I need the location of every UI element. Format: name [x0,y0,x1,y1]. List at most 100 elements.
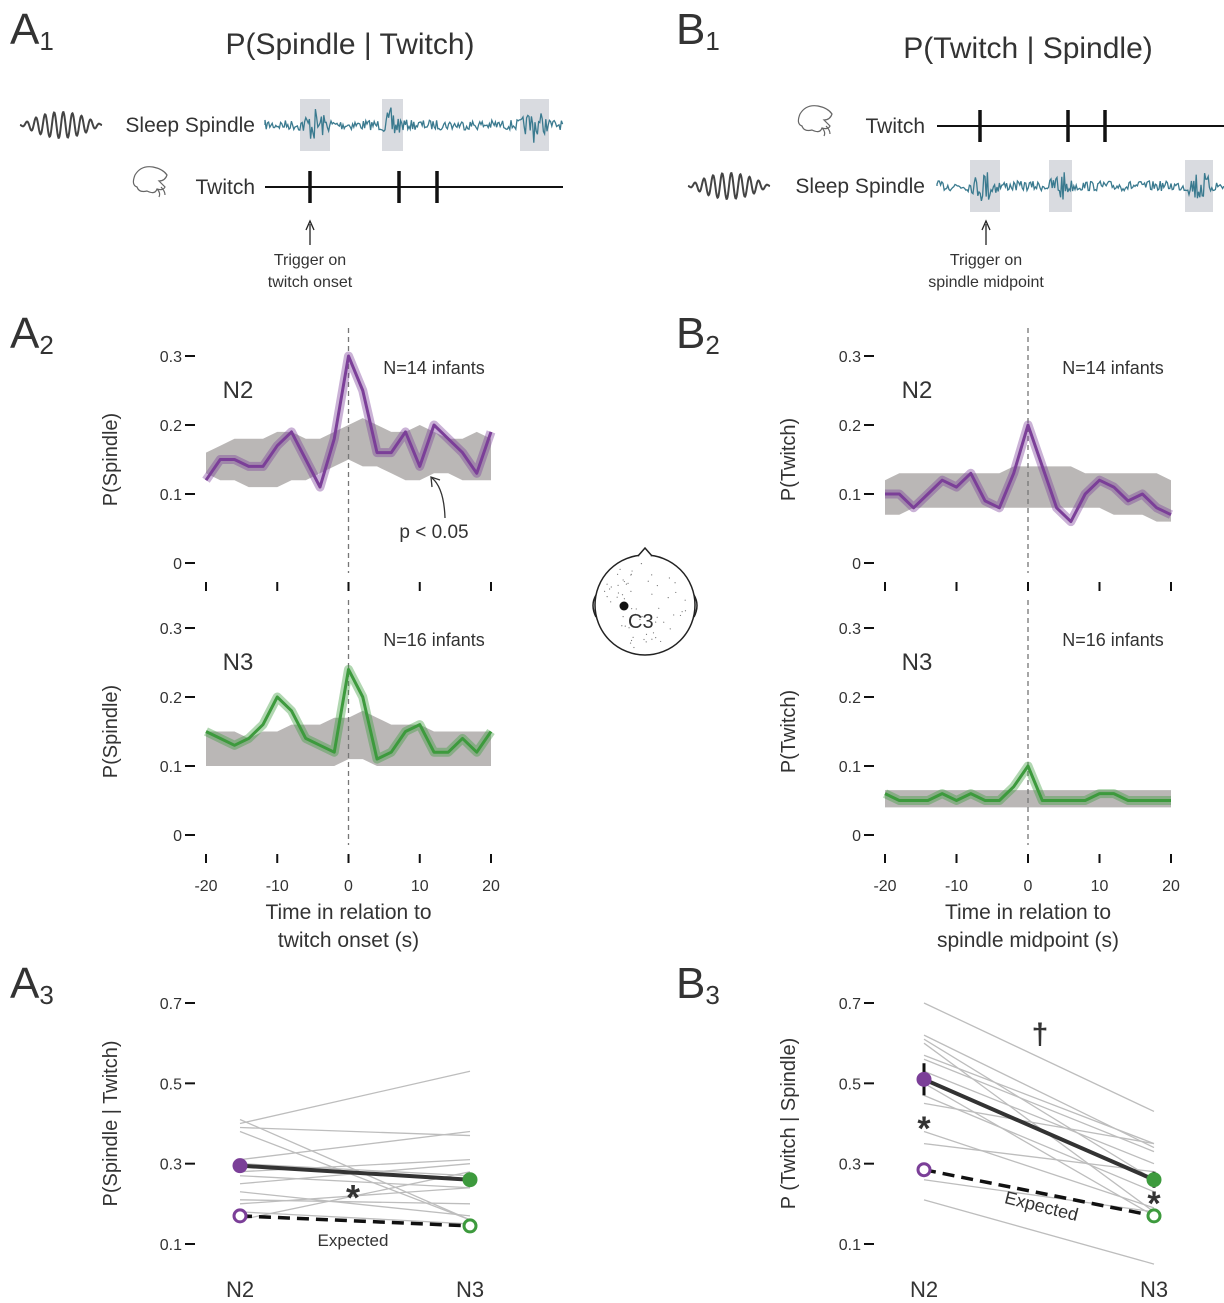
panel-index: 1 [705,26,719,56]
paw-icon [132,166,168,198]
y-axis-label: P(Spindle) [100,413,122,506]
series-line [204,354,493,489]
electrode-site [684,599,686,601]
individual-line [923,1082,1155,1217]
individual-line [923,1094,1155,1193]
n-label: N=14 infants [383,358,485,378]
trigger-label: twitch onset [268,274,353,291]
individual-line [923,1130,1155,1209]
individual-line [923,1102,1155,1145]
electrode-site [663,621,665,623]
expected-point [232,1208,248,1224]
electrode-site [606,596,608,598]
electrode-site [630,639,633,642]
y-tick-label: 0.1 [160,759,182,776]
x-tick-label: 20 [1162,878,1180,895]
null-band [206,418,491,488]
x-tick-label: -10 [945,878,968,895]
electrode-site [684,610,687,612]
x-axis-label: twitch onset (s) [278,929,419,952]
electrode-site [616,596,618,598]
expected-point [1146,1208,1162,1224]
annotation: * [1147,1185,1161,1223]
annotation: * [346,1177,360,1218]
electrode-site [652,632,655,634]
individual-line [239,1191,471,1217]
electrode-site [623,580,625,583]
panel-letter: A [10,959,40,1008]
series-line [885,423,1172,524]
electrode-site [604,590,606,593]
y-tick-label: 0.3 [160,621,182,638]
electrode-site [656,616,658,618]
electrode-site [623,598,625,600]
individual-line [923,1199,1155,1265]
electrode-c3 [619,601,629,611]
y-tick-label: 0.5 [839,1076,861,1093]
electrode-site [631,570,633,572]
electrode-site [610,586,612,588]
y-tick-label: 0.3 [839,1157,861,1174]
y-tick-label: 0.1 [160,1237,182,1254]
y-axis-label: P(Twitch) [778,690,800,773]
panel-label: A2 [10,309,54,360]
y-tick-label: 0.2 [839,690,861,707]
individual-line [923,1070,1155,1165]
annotation-arrow [431,477,446,519]
electrode-site [621,594,624,596]
individual-line [239,1175,471,1189]
n-label: N=16 infants [1062,630,1164,650]
electrode-site [651,574,653,576]
ear-left [592,594,597,618]
y-tick-label: 0.3 [839,621,861,638]
individual-line [923,1054,1155,1145]
ear-right [693,594,698,618]
electrode-site [641,615,643,618]
y-axis-label: P(Spindle) [100,685,122,778]
panel-letter: A [10,5,40,54]
annotation: † [1032,1018,1049,1051]
individual-line [239,1163,471,1177]
nose [637,546,653,557]
trigger-label: Trigger on [950,252,1022,269]
n-label: N=14 infants [1062,358,1164,378]
observed-point [1146,1172,1162,1188]
annotation-arrowhead [430,476,441,488]
electrode-site [651,593,653,595]
electrode-site [617,592,620,594]
electrode-site [640,563,643,565]
row-label: Sleep Spindle [795,175,925,198]
electrode-site [630,590,632,592]
y-axis-label: P (Twitch | Spindle) [778,1038,800,1210]
panel-index: 3 [705,980,719,1010]
electrode-site [635,608,637,610]
panel-index: 1 [39,26,53,56]
observed-point [916,1071,932,1087]
electrode-site [651,638,653,640]
panel-index: 3 [39,980,53,1010]
electrode-site [630,574,632,576]
y-tick-label: 0.1 [839,487,861,504]
expected-point [462,1218,478,1234]
x-tick-label: -10 [266,878,289,895]
spindle-trace [264,107,564,143]
panel-index: 2 [705,330,719,360]
y-tick-label: 0.1 [839,759,861,776]
y-axis-label: P(Twitch) [778,418,800,501]
schematic-title: P(Twitch | Spindle) [903,32,1153,65]
spindle-highlight [1185,160,1213,212]
x-tick-label: -20 [194,878,217,895]
individual-line [239,1070,471,1125]
individual-line [923,1002,1155,1113]
electrode-site [627,582,629,585]
y-tick-label: 0.3 [160,1157,182,1174]
individual-line [239,1126,471,1137]
series-line [884,764,1171,802]
x-tick-label: N2 [226,1277,254,1302]
trigger-arrowhead [981,219,991,231]
panel-letter: B [676,309,705,358]
individual-line [923,1142,1155,1173]
x-tick-label: 0 [1024,878,1033,895]
